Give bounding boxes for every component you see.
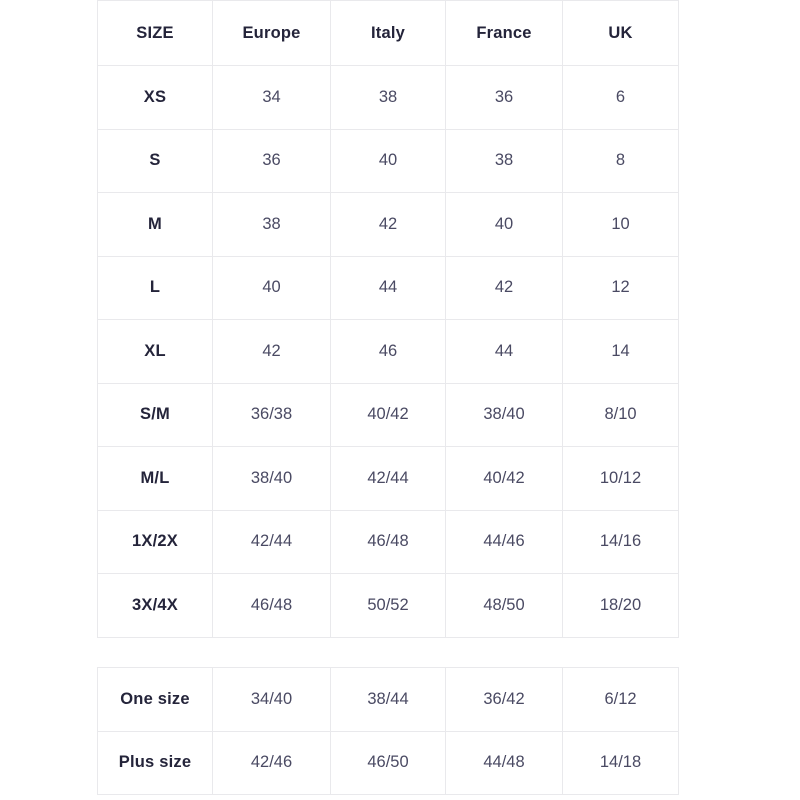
- cell-uk: 12: [562, 255, 679, 320]
- cell-size: 1X/2X: [97, 509, 213, 574]
- cell-france: 38/40: [445, 382, 563, 447]
- cell-uk: 6: [562, 65, 679, 130]
- table-row: L 40 44 42 12: [97, 255, 679, 320]
- cell-size: S: [97, 128, 213, 193]
- cell-uk: 14/16: [562, 509, 679, 574]
- cell-uk: 10/12: [562, 446, 679, 511]
- cell-france: 44/48: [445, 730, 563, 795]
- cell-italy: 38/44: [330, 667, 446, 732]
- cell-size: XL: [97, 319, 213, 384]
- cell-size: S/M: [97, 382, 213, 447]
- cell-france: 48/50: [445, 573, 563, 638]
- cell-uk: 6/12: [562, 667, 679, 732]
- cell-uk: 14/18: [562, 730, 679, 795]
- cell-europe: 40: [212, 255, 331, 320]
- column-header-france: France: [445, 0, 563, 66]
- cell-europe: 38/40: [212, 446, 331, 511]
- cell-size: 3X/4X: [97, 573, 213, 638]
- cell-europe: 42: [212, 319, 331, 384]
- column-header-italy: Italy: [330, 0, 446, 66]
- cell-italy: 40/42: [330, 382, 446, 447]
- table-row: S 36 40 38 8: [97, 128, 679, 193]
- cell-italy: 46: [330, 319, 446, 384]
- cell-uk: 8: [562, 128, 679, 193]
- table-row: Plus size 42/46 46/50 44/48 14/18: [97, 730, 679, 795]
- cell-italy: 50/52: [330, 573, 446, 638]
- column-header-size: SIZE: [97, 0, 213, 66]
- header-row: SIZE Europe Italy France UK: [97, 0, 679, 66]
- cell-europe: 34: [212, 65, 331, 130]
- cell-uk: 10: [562, 192, 679, 257]
- cell-italy: 42: [330, 192, 446, 257]
- cell-france: 44/46: [445, 509, 563, 574]
- table-row: M/L 38/40 42/44 40/42 10/12: [97, 446, 679, 511]
- cell-france: 44: [445, 319, 563, 384]
- table-row: 3X/4X 46/48 50/52 48/50 18/20: [97, 573, 679, 638]
- cell-france: 40/42: [445, 446, 563, 511]
- cell-uk: 18/20: [562, 573, 679, 638]
- cell-france: 36: [445, 65, 563, 130]
- cell-size: XS: [97, 65, 213, 130]
- column-header-uk: UK: [562, 0, 679, 66]
- cell-size: Plus size: [97, 730, 213, 795]
- table-row: One size 34/40 38/44 36/42 6/12: [97, 667, 679, 732]
- cell-uk: 14: [562, 319, 679, 384]
- size-conversion-table: SIZE Europe Italy France UK XS 34 38 36 …: [97, 0, 679, 638]
- table-row: XL 42 46 44 14: [97, 319, 679, 384]
- cell-size: M: [97, 192, 213, 257]
- cell-italy: 42/44: [330, 446, 446, 511]
- table-body: One size 34/40 38/44 36/42 6/12 Plus siz…: [97, 667, 679, 795]
- cell-europe: 36: [212, 128, 331, 193]
- cell-france: 40: [445, 192, 563, 257]
- cell-europe: 38: [212, 192, 331, 257]
- cell-europe: 34/40: [212, 667, 331, 732]
- table-row: M 38 42 40 10: [97, 192, 679, 257]
- cell-italy: 38: [330, 65, 446, 130]
- cell-europe: 42/46: [212, 730, 331, 795]
- cell-size: One size: [97, 667, 213, 732]
- cell-size: M/L: [97, 446, 213, 511]
- table-header: SIZE Europe Italy France UK: [97, 0, 679, 66]
- table-body: XS 34 38 36 6 S 36 40 38 8 M 38 42 40 10: [97, 65, 679, 638]
- table-row: S/M 36/38 40/42 38/40 8/10: [97, 382, 679, 447]
- cell-france: 38: [445, 128, 563, 193]
- cell-europe: 46/48: [212, 573, 331, 638]
- cell-uk: 8/10: [562, 382, 679, 447]
- table-row: 1X/2X 42/44 46/48 44/46 14/16: [97, 509, 679, 574]
- cell-europe: 42/44: [212, 509, 331, 574]
- cell-size: L: [97, 255, 213, 320]
- cell-italy: 46/50: [330, 730, 446, 795]
- cell-italy: 40: [330, 128, 446, 193]
- cell-europe: 36/38: [212, 382, 331, 447]
- cell-italy: 44: [330, 255, 446, 320]
- cell-france: 36/42: [445, 667, 563, 732]
- cell-france: 42: [445, 255, 563, 320]
- cell-italy: 46/48: [330, 509, 446, 574]
- column-header-europe: Europe: [212, 0, 331, 66]
- table-row: XS 34 38 36 6: [97, 65, 679, 130]
- one-size-plus-size-table: One size 34/40 38/44 36/42 6/12 Plus siz…: [97, 667, 679, 795]
